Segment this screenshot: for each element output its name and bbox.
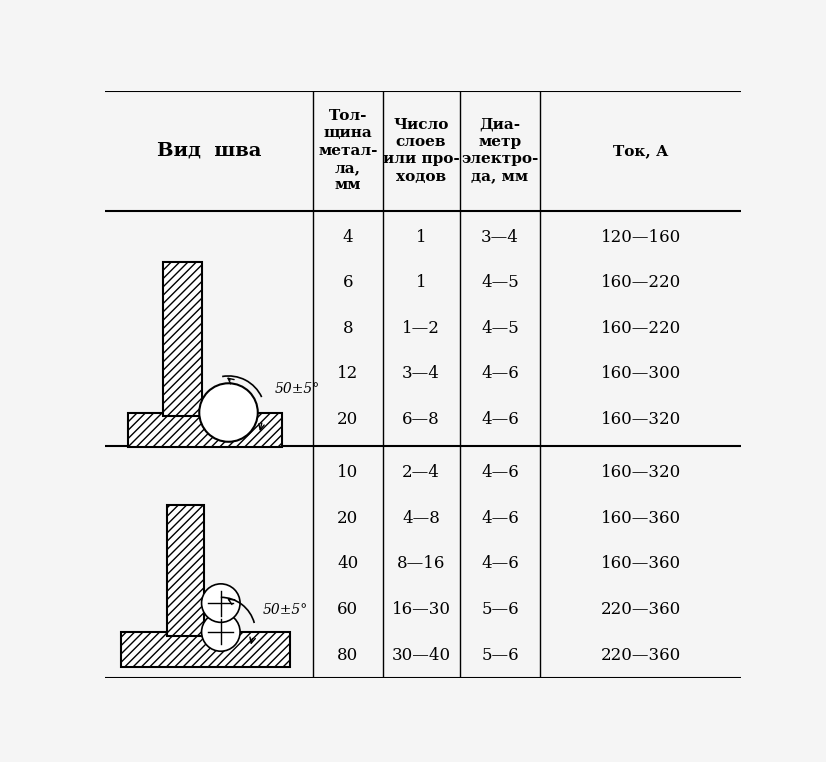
Circle shape [202, 584, 240, 623]
Bar [167, 505, 204, 636]
Text: 4—5: 4—5 [481, 320, 519, 337]
Text: 1: 1 [415, 274, 426, 291]
Text: 16—30: 16—30 [392, 601, 450, 618]
Text: 30—40: 30—40 [392, 647, 450, 664]
Text: 3—4: 3—4 [481, 229, 519, 246]
Text: Ток, А: Ток, А [613, 144, 668, 158]
Bar [163, 262, 202, 416]
Text: 4—5: 4—5 [481, 274, 519, 291]
Text: Диа-
метр
электро-
да, мм: Диа- метр электро- да, мм [461, 118, 539, 184]
Text: 5—6: 5—6 [481, 647, 519, 664]
Text: 220—360: 220—360 [601, 601, 681, 618]
Text: Тол-
щина
метал-
ла,
мм: Тол- щина метал- ла, мм [318, 109, 377, 192]
Text: 8—16: 8—16 [396, 555, 445, 572]
Text: 6: 6 [343, 274, 354, 291]
Text: 160—220: 160—220 [601, 274, 681, 291]
Text: 160—300: 160—300 [601, 365, 681, 383]
Text: 60: 60 [337, 601, 358, 618]
Text: 160—220: 160—220 [601, 320, 681, 337]
Text: 5—6: 5—6 [481, 601, 519, 618]
Text: 160—320: 160—320 [601, 464, 681, 481]
Text: 4—6: 4—6 [481, 411, 519, 427]
Text: Число
слоев
или про-
ходов: Число слоев или про- ходов [382, 118, 459, 184]
Circle shape [199, 383, 258, 442]
Text: 120—160: 120—160 [601, 229, 681, 246]
Text: 4—6: 4—6 [481, 510, 519, 527]
Text: 80: 80 [337, 647, 358, 664]
Bar [128, 412, 282, 447]
Text: 160—360: 160—360 [601, 510, 681, 527]
Text: 4: 4 [343, 229, 354, 246]
Text: 40: 40 [337, 555, 358, 572]
Text: 20: 20 [337, 411, 358, 427]
Text: 8: 8 [343, 320, 354, 337]
Text: 4—6: 4—6 [481, 365, 519, 383]
Text: 160—320: 160—320 [601, 411, 681, 427]
Circle shape [202, 613, 240, 652]
Text: 160—360: 160—360 [601, 555, 681, 572]
Text: 10: 10 [337, 464, 358, 481]
Text: 4—6: 4—6 [481, 464, 519, 481]
Text: 220—360: 220—360 [601, 647, 681, 664]
Text: 1—2: 1—2 [402, 320, 440, 337]
Text: 3—4: 3—4 [402, 365, 440, 383]
Text: 1: 1 [415, 229, 426, 246]
Text: 12: 12 [337, 365, 358, 383]
Text: 4—6: 4—6 [481, 555, 519, 572]
Text: 50±5°: 50±5° [275, 383, 320, 396]
Text: 4—8: 4—8 [402, 510, 440, 527]
Text: 20: 20 [337, 510, 358, 527]
Text: Вид  шва: Вид шва [157, 142, 262, 160]
Bar [121, 632, 290, 667]
Text: 6—8: 6—8 [402, 411, 440, 427]
Text: 50±5°: 50±5° [263, 604, 308, 617]
Text: 2—4: 2—4 [402, 464, 440, 481]
